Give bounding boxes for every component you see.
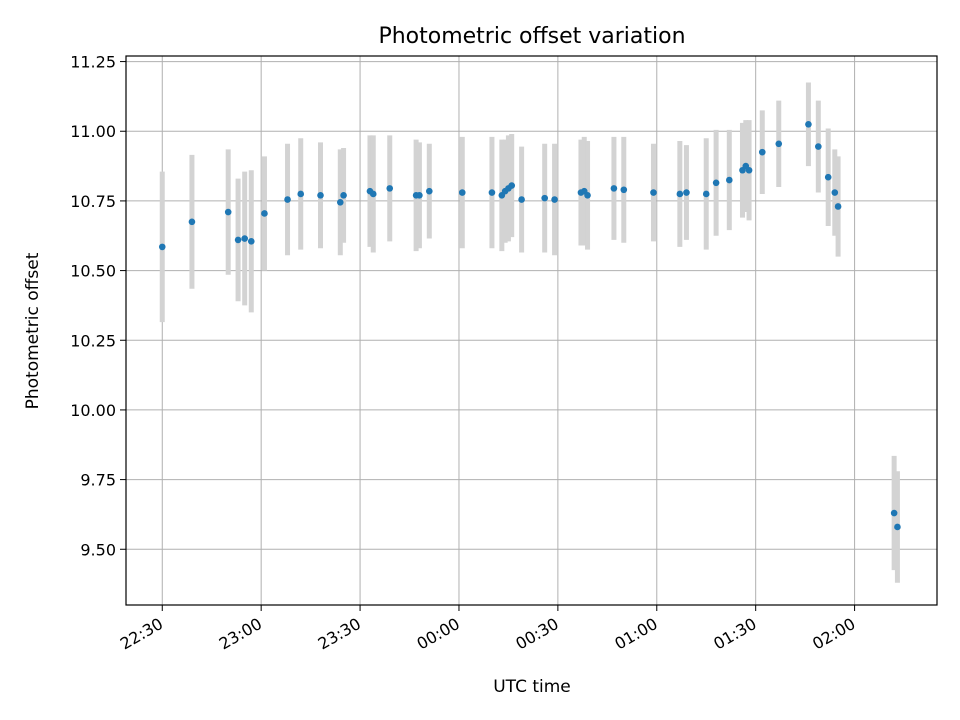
data-point xyxy=(247,238,255,245)
data-point xyxy=(336,199,344,206)
data-point xyxy=(297,190,305,198)
data-point xyxy=(234,236,242,244)
data-point xyxy=(824,173,832,181)
data-point xyxy=(518,196,525,203)
data-point xyxy=(488,189,496,196)
data-point xyxy=(317,192,324,199)
data-point xyxy=(369,190,377,198)
y-tick-label: 10.75 xyxy=(70,192,116,211)
data-point xyxy=(158,243,166,251)
y-axis-ticks: 9.50 9.75 10.00 10.25 10.50 10.75 11.00 11.25 xyxy=(70,53,126,559)
data-point xyxy=(241,235,248,242)
y-tick-label: 9.75 xyxy=(80,471,116,490)
data-point xyxy=(758,148,766,156)
data-point xyxy=(416,192,423,199)
data-point xyxy=(284,196,291,203)
data-point xyxy=(805,120,812,128)
data-point xyxy=(815,143,822,150)
y-tick-label: 11.00 xyxy=(70,122,116,141)
chart-title: Photometric offset variation xyxy=(378,24,685,49)
y-axis-label: Photometric offset xyxy=(23,252,43,409)
data-point xyxy=(340,192,347,199)
data-point xyxy=(584,192,591,199)
data-point xyxy=(386,185,394,192)
y-tick-label: 9.50 xyxy=(80,540,116,559)
data-point xyxy=(894,523,901,531)
plot-frame xyxy=(125,55,938,606)
data-point xyxy=(745,166,753,174)
data-point xyxy=(541,194,548,202)
data-points xyxy=(158,120,901,531)
data-point xyxy=(508,182,516,189)
data-point xyxy=(188,218,196,226)
data-point xyxy=(458,189,466,196)
data-point xyxy=(650,189,657,196)
data-point xyxy=(224,208,232,216)
grid-lines xyxy=(126,56,937,605)
data-point xyxy=(261,210,268,217)
y-tick-label: 10.50 xyxy=(70,262,116,281)
data-point xyxy=(426,187,433,195)
data-point xyxy=(775,140,783,148)
y-tick-label: 10.25 xyxy=(70,331,116,350)
data-point xyxy=(551,196,558,203)
data-point xyxy=(831,189,839,196)
y-tick-label: 10.00 xyxy=(70,401,116,420)
data-point xyxy=(702,190,710,198)
data-point xyxy=(620,186,628,194)
data-point xyxy=(712,179,720,187)
data-point xyxy=(890,509,898,517)
data-point xyxy=(683,189,690,196)
x-axis-label: UTC time xyxy=(493,677,571,697)
data-point xyxy=(834,203,842,210)
y-tick-label: 11.25 xyxy=(70,53,116,72)
data-point xyxy=(676,190,684,198)
data-point xyxy=(726,176,733,184)
data-point xyxy=(610,185,618,192)
